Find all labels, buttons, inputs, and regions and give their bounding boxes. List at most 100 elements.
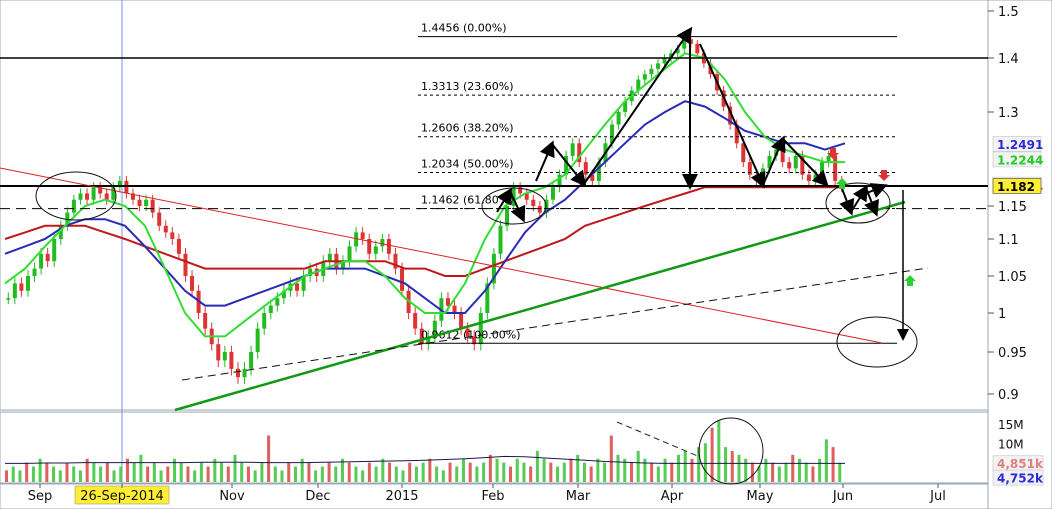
time-tick-label: Mar	[566, 489, 591, 504]
candle-body	[806, 174, 811, 181]
candle-body	[308, 268, 313, 276]
candle-body	[176, 239, 181, 254]
candle-body	[78, 193, 83, 200]
price-tick-label: 1.1	[998, 233, 1019, 248]
time-tick-label: Feb	[481, 489, 504, 504]
volume-bar	[475, 466, 479, 482]
volume-bar	[461, 458, 465, 482]
volume-highlight-circle	[698, 417, 764, 485]
volume-bar	[58, 470, 62, 482]
volume-bar	[45, 462, 49, 482]
candle-body	[111, 187, 116, 200]
candle-body	[367, 239, 372, 254]
price-tag-background	[992, 178, 1042, 194]
candle-body	[393, 253, 398, 269]
candle-body	[583, 162, 588, 175]
volume-bar	[448, 462, 452, 482]
wave-arrow	[699, 43, 766, 189]
candle-body	[137, 199, 142, 206]
volume-bar	[636, 451, 640, 482]
candle-body	[760, 168, 765, 181]
wave-arrow	[782, 138, 829, 187]
price-tick-label: 1	[998, 307, 1006, 322]
candle-body	[249, 352, 254, 369]
candle-body	[636, 79, 641, 91]
candle-body	[531, 199, 536, 206]
volume-bar	[173, 458, 177, 482]
volume-bar	[159, 470, 163, 482]
volume-bar	[193, 470, 197, 482]
candle-body	[820, 162, 825, 175]
candle-body	[39, 253, 44, 269]
axes: 1.5 1.4 1.3 1.15 1.1 1.05 1 0.95 0.9 1.24911.2244…	[28, 5, 1044, 505]
candle-body	[734, 124, 739, 144]
price-tag-label: 1.2244	[997, 153, 1043, 167]
volume-tag: 4,752k	[992, 469, 1044, 486]
candle-body	[19, 283, 24, 291]
volume-bar	[18, 470, 22, 482]
candle-body	[58, 225, 63, 239]
volume-bar	[38, 458, 42, 482]
candle-body	[537, 206, 542, 213]
time-tick-label: Dec	[305, 489, 330, 504]
volume-bar	[535, 451, 539, 482]
volume-tag-label: 4,752k	[997, 472, 1044, 486]
volume-bar	[146, 466, 150, 482]
volume-bar	[112, 470, 116, 482]
volume-bar	[166, 466, 170, 482]
fib-level-label: 0.9612 (100.00%)	[421, 328, 521, 341]
candle-body	[787, 162, 792, 169]
volume-bar	[226, 466, 230, 482]
candle-body	[144, 199, 149, 206]
volume-bar	[267, 435, 271, 482]
volume-bar	[233, 454, 237, 482]
candle-body	[340, 261, 345, 269]
candle-body	[150, 199, 155, 213]
volume-bar	[509, 466, 513, 482]
price-tag-background	[992, 136, 1042, 152]
candle-body	[386, 239, 391, 254]
volume-bar	[435, 466, 439, 482]
price-tick-label: 0.95	[998, 346, 1027, 361]
wave-arrow	[762, 135, 786, 186]
candle-body	[301, 276, 306, 291]
volume-bar	[92, 462, 96, 482]
price-tag-label: 1.182	[997, 180, 1035, 194]
candle-body	[432, 320, 437, 337]
price-tick-label: 1.15	[998, 200, 1027, 215]
volume-bar	[663, 458, 667, 482]
volume-bar	[838, 462, 842, 482]
candle-body	[833, 155, 838, 181]
wave-arrow	[535, 140, 555, 182]
uptrend-green-line	[174, 200, 906, 412]
annotations: 1.4456 (0.00%) 1.3313 (23.60%) 1.2606 (38.…	[0, 22, 988, 412]
volume-bar	[623, 458, 627, 482]
volume-bar	[105, 462, 109, 482]
volume-bar	[273, 466, 277, 482]
volume-bar	[791, 454, 795, 482]
candle-body	[596, 162, 601, 181]
volume-bar	[468, 462, 472, 482]
price-tag: 1.2244	[992, 151, 1043, 167]
candle-body	[242, 368, 247, 378]
candle-body	[98, 187, 103, 194]
candle-body	[52, 239, 57, 262]
candle-body	[793, 155, 798, 169]
volume-tag: 4,851k	[992, 455, 1044, 471]
volume-bar	[119, 466, 123, 482]
volume-trend-dashed-line	[616, 421, 701, 458]
volume-bar	[650, 462, 654, 482]
volume-bar	[5, 470, 9, 482]
volume-bar	[280, 470, 284, 482]
volume-bar	[677, 454, 681, 482]
volume-bar	[750, 462, 754, 482]
volume-bar	[361, 470, 365, 482]
volume-bar	[388, 462, 392, 482]
volume-bar	[179, 462, 183, 482]
candle-body	[472, 336, 477, 345]
candle-body	[347, 246, 352, 262]
candle-body	[354, 232, 359, 247]
volume-tag-background	[992, 469, 1044, 486]
volume-bar	[428, 458, 432, 482]
